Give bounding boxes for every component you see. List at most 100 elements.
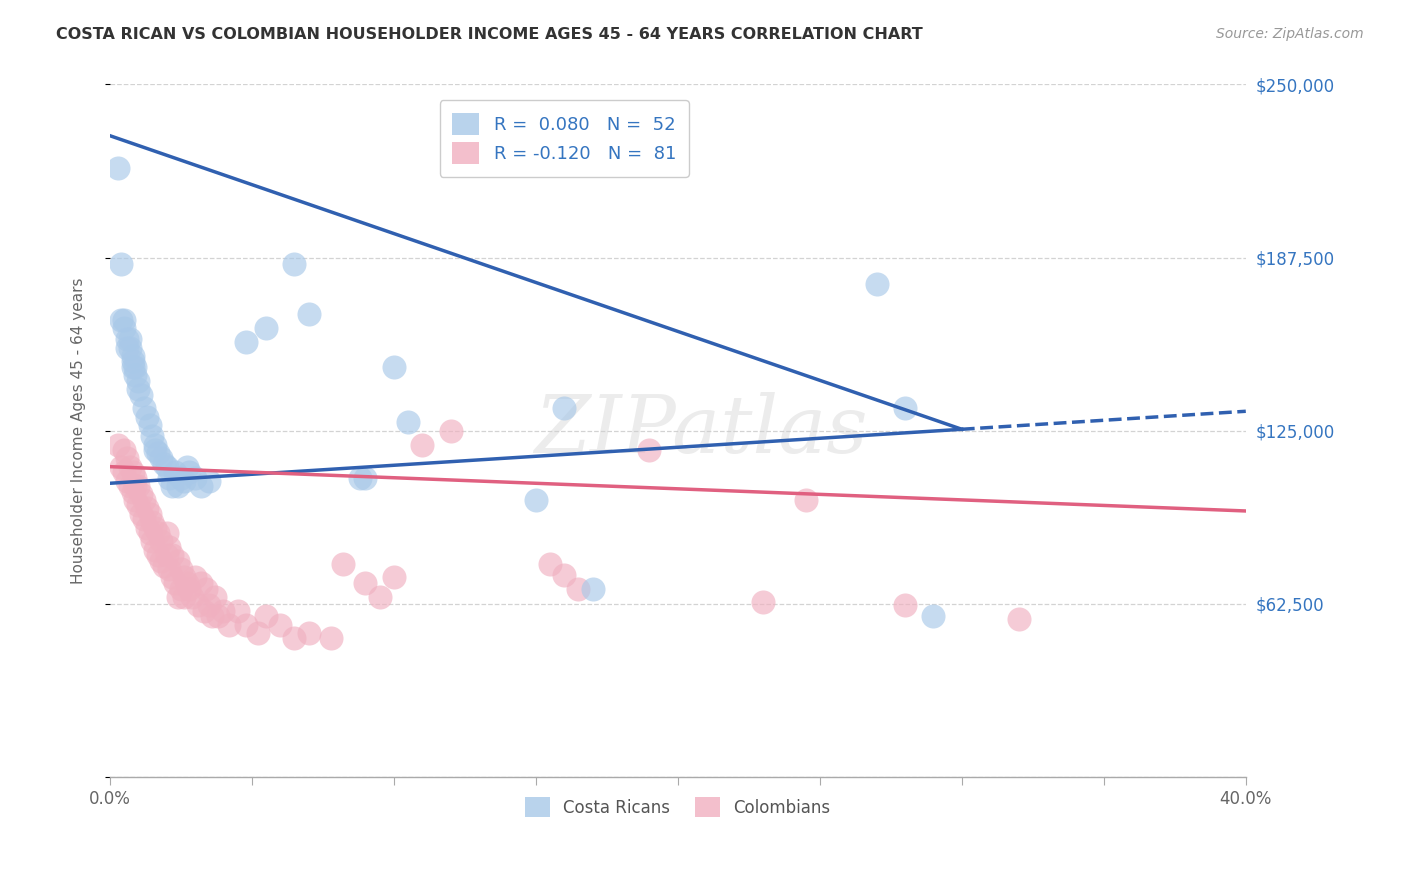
Point: [368, 590, 391, 604]
Point: [146, 549, 169, 563]
Point: [129, 507, 152, 521]
Point: [170, 471, 193, 485]
Point: [138, 418, 160, 433]
Point: [121, 465, 143, 479]
Point: [110, 313, 132, 327]
Point: [141, 515, 163, 529]
Point: [118, 479, 141, 493]
Point: [794, 492, 817, 507]
Point: [173, 570, 195, 584]
Point: [129, 387, 152, 401]
Point: [135, 520, 157, 534]
Point: [246, 625, 269, 640]
Point: [167, 590, 190, 604]
Point: [127, 374, 149, 388]
Point: [382, 570, 405, 584]
Point: [121, 349, 143, 363]
Point: [190, 479, 212, 493]
Point: [298, 625, 321, 640]
Point: [922, 609, 945, 624]
Point: [179, 465, 201, 479]
Point: [149, 534, 172, 549]
Point: [396, 415, 419, 429]
Point: [167, 554, 190, 568]
Point: [440, 424, 463, 438]
Point: [354, 576, 377, 591]
Point: [149, 451, 172, 466]
Point: [121, 354, 143, 368]
Point: [112, 321, 135, 335]
Point: [149, 554, 172, 568]
Point: [129, 487, 152, 501]
Point: [143, 443, 166, 458]
Point: [170, 582, 193, 596]
Point: [112, 465, 135, 479]
Point: [184, 570, 207, 584]
Point: [195, 582, 218, 596]
Point: [110, 257, 132, 271]
Point: [124, 359, 146, 374]
Point: [524, 492, 547, 507]
Point: [176, 459, 198, 474]
Point: [132, 512, 155, 526]
Point: [127, 382, 149, 396]
Point: [235, 617, 257, 632]
Point: [894, 401, 917, 416]
Point: [254, 609, 277, 624]
Point: [121, 484, 143, 499]
Point: [567, 582, 589, 596]
Point: [141, 429, 163, 443]
Point: [118, 341, 141, 355]
Point: [138, 507, 160, 521]
Point: [121, 359, 143, 374]
Point: [124, 492, 146, 507]
Point: [283, 632, 305, 646]
Point: [354, 471, 377, 485]
Point: [112, 443, 135, 458]
Point: [153, 559, 176, 574]
Point: [207, 609, 229, 624]
Point: [226, 604, 249, 618]
Point: [173, 590, 195, 604]
Point: [118, 332, 141, 346]
Point: [283, 257, 305, 271]
Point: [179, 582, 201, 596]
Point: [269, 617, 291, 632]
Point: [162, 549, 184, 563]
Point: [141, 534, 163, 549]
Point: [112, 313, 135, 327]
Point: [115, 451, 138, 466]
Point: [332, 557, 354, 571]
Point: [349, 471, 371, 485]
Point: [752, 595, 775, 609]
Point: [198, 474, 221, 488]
Text: COSTA RICAN VS COLOMBIAN HOUSEHOLDER INCOME AGES 45 - 64 YEARS CORRELATION CHART: COSTA RICAN VS COLOMBIAN HOUSEHOLDER INC…: [56, 27, 922, 42]
Point: [153, 457, 176, 471]
Point: [173, 474, 195, 488]
Point: [159, 540, 181, 554]
Point: [176, 576, 198, 591]
Point: [190, 576, 212, 591]
Y-axis label: Householder Income Ages 45 - 64 years: Householder Income Ages 45 - 64 years: [72, 277, 86, 584]
Point: [382, 359, 405, 374]
Point: [107, 161, 129, 175]
Point: [165, 465, 187, 479]
Text: ZIPatlas: ZIPatlas: [534, 392, 868, 469]
Point: [156, 526, 179, 541]
Point: [132, 401, 155, 416]
Point: [553, 567, 575, 582]
Point: [124, 368, 146, 383]
Point: [204, 590, 226, 604]
Point: [135, 501, 157, 516]
Point: [115, 341, 138, 355]
Point: [159, 562, 181, 576]
Point: [553, 401, 575, 416]
Point: [321, 632, 343, 646]
Point: [167, 479, 190, 493]
Point: [162, 479, 184, 493]
Point: [1007, 612, 1029, 626]
Point: [127, 499, 149, 513]
Point: [124, 479, 146, 493]
Point: [107, 437, 129, 451]
Point: [638, 443, 661, 458]
